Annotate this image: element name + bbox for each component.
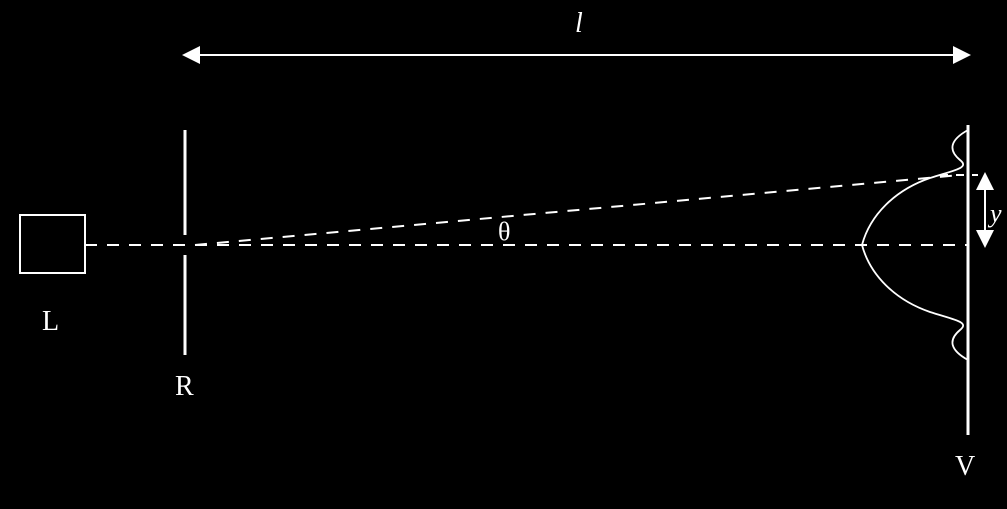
label-l: l [575,8,583,39]
label-theta: θ [498,217,510,246]
label-R: R [175,371,194,402]
label-V: V [955,451,975,482]
label-y: y [987,199,1002,228]
label-L: L [42,306,59,337]
source-box [20,215,85,273]
theta-ray [195,175,960,245]
